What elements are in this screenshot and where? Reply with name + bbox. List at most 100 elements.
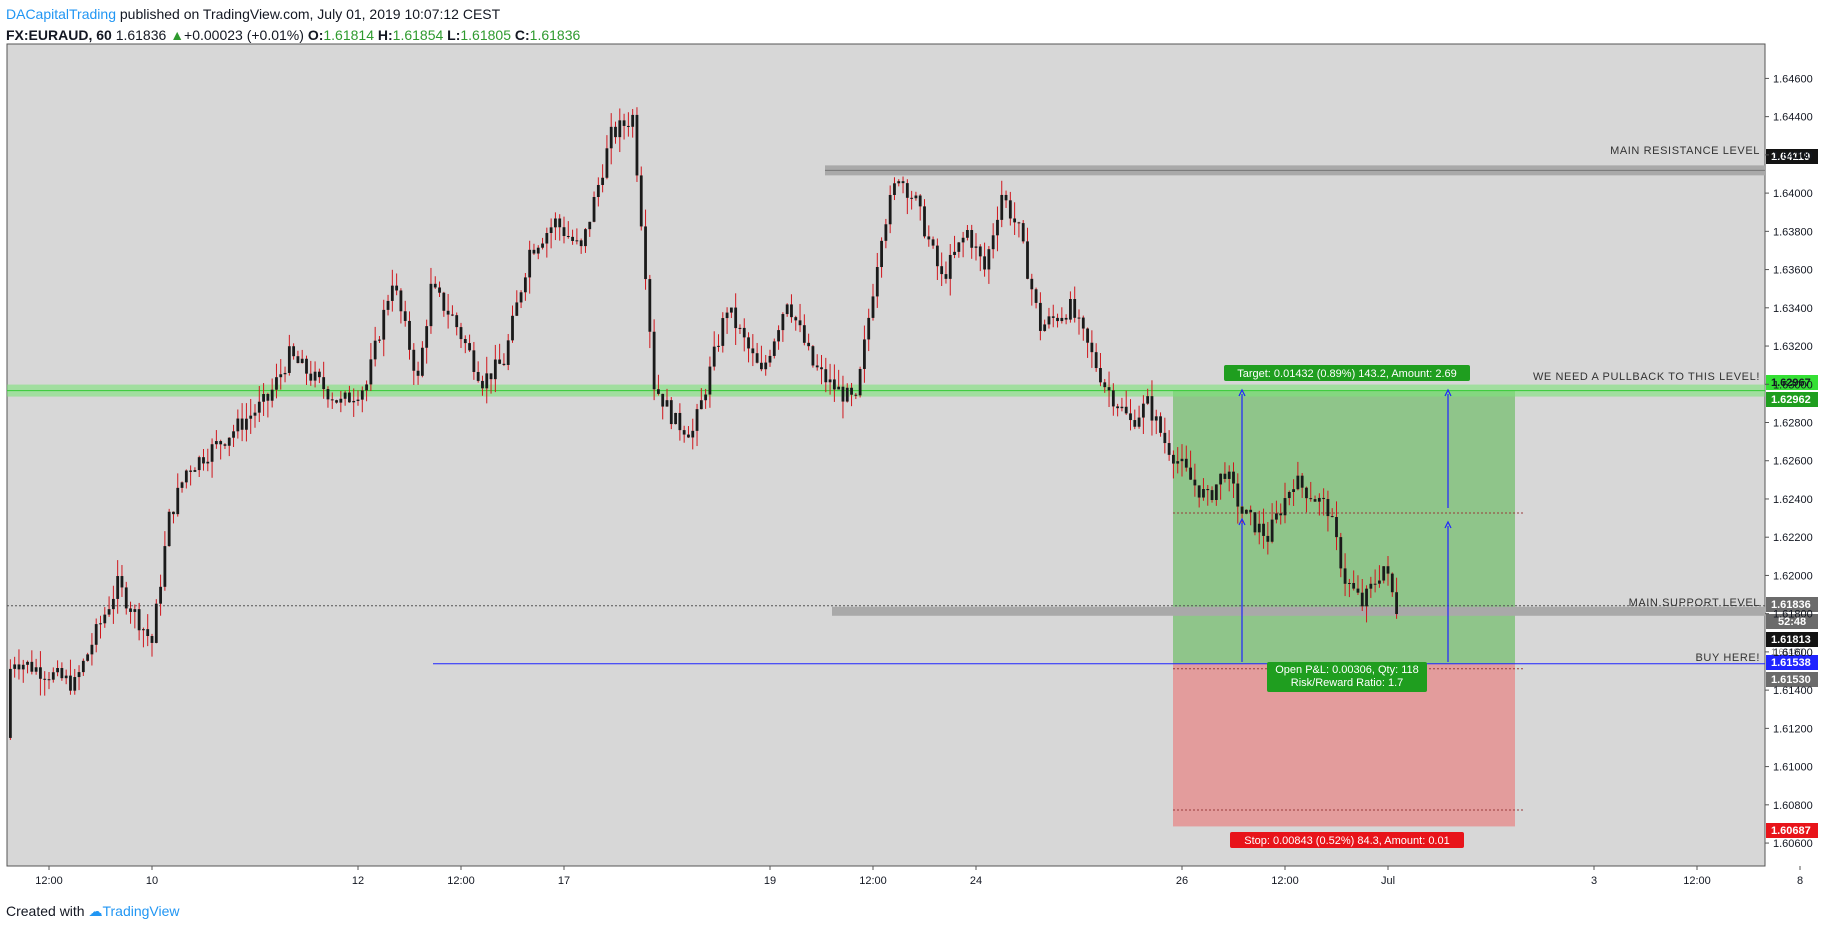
candle-body[interactable] bbox=[682, 430, 686, 435]
candle-body[interactable] bbox=[1034, 289, 1038, 303]
candle-body[interactable] bbox=[850, 387, 853, 395]
candle-body[interactable] bbox=[592, 197, 596, 222]
candle-body[interactable] bbox=[1026, 241, 1029, 279]
candle-body[interactable] bbox=[802, 325, 806, 343]
candle-body[interactable] bbox=[1352, 582, 1356, 589]
candle-body[interactable] bbox=[73, 677, 77, 691]
candle-body[interactable] bbox=[459, 327, 463, 340]
candle-body[interactable] bbox=[777, 330, 780, 342]
candle-body[interactable] bbox=[837, 386, 841, 390]
candle-body[interactable] bbox=[416, 370, 420, 376]
candle-body[interactable] bbox=[725, 312, 729, 319]
candle-body[interactable] bbox=[635, 114, 639, 176]
candle-body[interactable] bbox=[605, 148, 609, 178]
candle-body[interactable] bbox=[60, 668, 64, 679]
candle-body[interactable] bbox=[974, 246, 978, 248]
candle-body[interactable] bbox=[854, 394, 858, 396]
candle-body[interactable] bbox=[330, 399, 334, 401]
candle-body[interactable] bbox=[279, 374, 283, 378]
candle-body[interactable] bbox=[1094, 352, 1098, 369]
candle-body[interactable] bbox=[1382, 566, 1386, 581]
candle-body[interactable] bbox=[47, 679, 51, 681]
candle-body[interactable] bbox=[343, 392, 347, 399]
candle-body[interactable] bbox=[841, 386, 845, 402]
candle-body[interactable] bbox=[845, 387, 849, 402]
candle-body[interactable] bbox=[253, 412, 257, 416]
candle-body[interactable] bbox=[760, 362, 763, 370]
candle-body[interactable] bbox=[283, 372, 287, 375]
candle-body[interactable] bbox=[210, 444, 214, 462]
candle-body[interactable] bbox=[1378, 580, 1381, 584]
candle-body[interactable] bbox=[1116, 406, 1120, 409]
candle-body[interactable] bbox=[403, 311, 407, 321]
candle-body[interactable] bbox=[1219, 473, 1223, 485]
candle-body[interactable] bbox=[111, 598, 115, 610]
candle-body[interactable] bbox=[914, 195, 918, 199]
candle-body[interactable] bbox=[639, 175, 643, 227]
candle-body[interactable] bbox=[335, 400, 338, 403]
candle-body[interactable] bbox=[1146, 396, 1150, 404]
candle-body[interactable] bbox=[348, 392, 351, 403]
candle-body[interactable] bbox=[176, 487, 180, 515]
candle-body[interactable] bbox=[721, 318, 725, 346]
candle-body[interactable] bbox=[1343, 568, 1347, 584]
candle-body[interactable] bbox=[159, 586, 162, 604]
candle-body[interactable] bbox=[1296, 475, 1300, 490]
candle-body[interactable] bbox=[966, 230, 969, 238]
candle-body[interactable] bbox=[1386, 566, 1390, 574]
candle-body[interactable] bbox=[858, 368, 862, 396]
candle-body[interactable] bbox=[352, 400, 356, 403]
candle-body[interactable] bbox=[729, 307, 733, 313]
candle-body[interactable] bbox=[1253, 512, 1257, 533]
candle-body[interactable] bbox=[880, 240, 883, 268]
candle-body[interactable] bbox=[536, 247, 540, 254]
candle-body[interactable] bbox=[1000, 194, 1004, 220]
candle-body[interactable] bbox=[1270, 519, 1274, 542]
candle-body[interactable] bbox=[772, 341, 776, 356]
candle-body[interactable] bbox=[1180, 458, 1184, 462]
candle-body[interactable] bbox=[90, 644, 94, 655]
candle-body[interactable] bbox=[64, 675, 68, 679]
candle-body[interactable] bbox=[781, 314, 785, 331]
candle-body[interactable] bbox=[768, 355, 772, 363]
candle-body[interactable] bbox=[584, 229, 587, 247]
candle-body[interactable] bbox=[1137, 417, 1141, 427]
candle-body[interactable] bbox=[1214, 484, 1218, 500]
candle-body[interactable] bbox=[206, 461, 210, 464]
candle-body[interactable] bbox=[562, 227, 566, 237]
candle-body[interactable] bbox=[644, 226, 647, 280]
candle-body[interactable] bbox=[940, 266, 944, 275]
candle-body[interactable] bbox=[56, 668, 59, 673]
candle-body[interactable] bbox=[691, 430, 695, 438]
candle-body[interactable] bbox=[451, 314, 454, 316]
candle-body[interactable] bbox=[901, 181, 905, 184]
candle-body[interactable] bbox=[1056, 317, 1059, 322]
candle-body[interactable] bbox=[532, 249, 536, 254]
candle-body[interactable] bbox=[360, 390, 364, 400]
candle-body[interactable] bbox=[657, 389, 660, 394]
candle-body[interactable] bbox=[373, 340, 377, 360]
candle-body[interactable] bbox=[1369, 583, 1373, 589]
candle-body[interactable] bbox=[386, 300, 390, 310]
candle-body[interactable] bbox=[485, 373, 489, 389]
candle-body[interactable] bbox=[596, 184, 600, 198]
candle-body[interactable] bbox=[622, 120, 626, 126]
candle-body[interactable] bbox=[481, 380, 484, 389]
candle-body[interactable] bbox=[1141, 403, 1145, 418]
candle-body[interactable] bbox=[1172, 454, 1175, 464]
candle-body[interactable] bbox=[1390, 573, 1394, 593]
candle-body[interactable] bbox=[764, 362, 768, 370]
candle-body[interactable] bbox=[1283, 498, 1287, 516]
candle-body[interactable] bbox=[1167, 443, 1171, 455]
candle-body[interactable] bbox=[455, 315, 459, 328]
candle-body[interactable] bbox=[476, 371, 480, 381]
candle-body[interactable] bbox=[382, 309, 386, 340]
candle-body[interactable] bbox=[395, 285, 399, 291]
candle-body[interactable] bbox=[515, 302, 519, 316]
candle-body[interactable] bbox=[94, 624, 98, 645]
candle-body[interactable] bbox=[81, 660, 85, 673]
candle-body[interactable] bbox=[133, 609, 137, 612]
candle-body[interactable] bbox=[1300, 475, 1304, 488]
candle-body[interactable] bbox=[1159, 416, 1162, 433]
candle-body[interactable] bbox=[918, 195, 922, 207]
